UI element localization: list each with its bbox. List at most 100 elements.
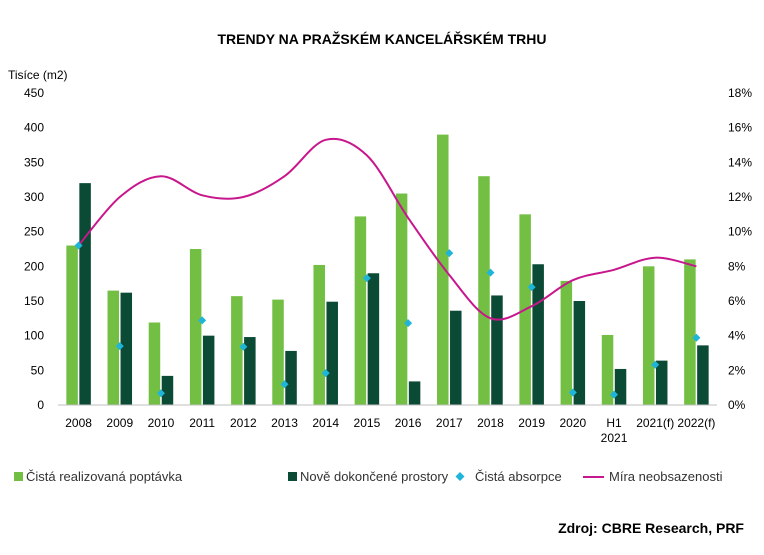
bar-completions: [161, 375, 174, 405]
bar-demand: [478, 176, 490, 405]
x-tick-label: 2010: [148, 416, 175, 430]
legend-swatch-demand: [14, 472, 23, 481]
y-axis-label: Tisíce (m2): [8, 68, 68, 82]
bar-demand: [313, 264, 325, 405]
bar-completions: [450, 310, 462, 405]
y2-tick-label: 2%: [728, 363, 746, 377]
x-tick-label: H1: [606, 416, 622, 430]
y-tick-label: 150: [24, 294, 44, 308]
x-axis-ticks: 2008 2009 2010 2011 2012 2013 2014 2015 2016 2017…: [65, 416, 715, 445]
absorption-marker: [692, 333, 701, 342]
y-axis-ticks: 0 50 100 150 200 250 300 350 400 450: [24, 86, 44, 412]
absorption-marker: [74, 241, 83, 250]
y-tick-label: 400: [24, 121, 44, 135]
legend-label-demand: Čistá realizovaná poptávka: [26, 469, 183, 484]
bar-completions: [367, 273, 380, 405]
bar-demand: [107, 290, 120, 405]
y2-tick-label: 12%: [728, 190, 752, 204]
bar-demand: [642, 266, 655, 405]
y2-tick-label: 18%: [728, 86, 752, 100]
bar-completions: [532, 264, 544, 405]
bar-demand: [601, 334, 614, 405]
absorption-marker: [362, 274, 371, 283]
y-tick-label: 300: [24, 190, 44, 204]
legend-swatch-completions: [288, 472, 297, 481]
x-tick-label: 2020: [559, 416, 586, 430]
x-tick-label: 2016: [395, 416, 422, 430]
y-tick-label: 350: [24, 155, 44, 169]
bar-completions: [202, 335, 215, 405]
x-tick-label: 2012: [230, 416, 257, 430]
absorption-marker: [156, 389, 165, 398]
bar-completions: [326, 301, 338, 405]
bar-demand: [231, 296, 243, 405]
absorption-marker: [651, 360, 660, 369]
bars: [66, 134, 709, 405]
bar-demand: [684, 259, 696, 405]
bar-completions: [79, 183, 91, 405]
x-tick-label: 2019: [518, 416, 545, 430]
bar-demand: [354, 216, 367, 405]
absorption-marker: [527, 283, 536, 292]
legend-swatch-absorption: [455, 472, 465, 481]
bar-demand: [272, 299, 284, 405]
bar-demand: [560, 280, 573, 405]
vacancy-line-group: [77, 137, 697, 321]
x-tick-label: 2008: [65, 416, 92, 430]
bar-completions: [244, 337, 256, 405]
legend-label-absorption: Čistá absorpce: [475, 469, 562, 484]
y-tick-label: 50: [31, 363, 45, 377]
x-tick-label: 2011: [189, 416, 215, 430]
x-tick-label: 2021: [601, 431, 628, 445]
y2-axis-ticks: 0% 2% 4% 6% 8% 10% 12% 14% 16% 18%: [728, 86, 752, 412]
chart-title: TRENDY NA PRAŽSKÉM KANCELÁŘSKÉM TRHU: [217, 30, 546, 47]
legend-label-completions: Nově dokončené prostory: [300, 469, 449, 484]
x-tick-label: 2018: [477, 416, 504, 430]
absorption-marker: [404, 319, 413, 328]
absorption-marker: [610, 390, 619, 399]
bar-completions: [697, 345, 709, 405]
bar-demand: [66, 245, 78, 405]
x-tick-label: 2021(f): [636, 416, 674, 430]
absorption-marker: [239, 342, 248, 351]
bar-completions: [120, 292, 133, 405]
y-tick-label: 450: [24, 86, 44, 100]
y2-tick-label: 14%: [728, 155, 752, 169]
absorption-marker: [280, 380, 289, 389]
absorption-markers: [74, 241, 701, 399]
bar-completions: [614, 368, 627, 405]
bar-demand: [148, 322, 161, 405]
absorption-marker: [198, 316, 207, 325]
absorption-marker: [321, 369, 330, 378]
bar-completions: [491, 295, 503, 405]
absorption-marker: [115, 342, 124, 351]
y-tick-label: 0: [37, 398, 44, 412]
legend: Čistá realizovaná poptávka Nově dokončen…: [14, 469, 723, 484]
x-tick-label: 2013: [271, 416, 298, 430]
x-tick-label: 2009: [106, 416, 133, 430]
x-tick-label: 2014: [312, 416, 339, 430]
y2-tick-label: 6%: [728, 294, 746, 308]
x-tick-label: 2015: [354, 416, 381, 430]
absorption-marker: [568, 388, 577, 397]
y2-tick-label: 4%: [728, 329, 746, 343]
y-tick-label: 200: [24, 259, 44, 273]
bar-demand: [437, 134, 449, 405]
y-tick-label: 100: [24, 329, 44, 343]
y2-tick-label: 0%: [728, 398, 746, 412]
y2-tick-label: 10%: [728, 225, 752, 239]
legend-label-vacancy: Míra neobsazenosti: [609, 469, 723, 484]
absorption-marker: [445, 249, 454, 258]
y2-tick-label: 8%: [728, 259, 746, 273]
source-note: Zdroj: CBRE Research, PRF: [558, 520, 744, 536]
bar-demand: [395, 193, 408, 405]
bar-completions: [655, 360, 668, 405]
y2-tick-label: 16%: [728, 121, 752, 135]
absorption-marker: [486, 268, 495, 277]
x-tick-label: 2022(f): [677, 416, 715, 430]
y-tick-label: 250: [24, 225, 44, 239]
bar-completions: [408, 381, 421, 405]
bar-completions: [573, 301, 586, 405]
x-tick-label: 2017: [436, 416, 463, 430]
